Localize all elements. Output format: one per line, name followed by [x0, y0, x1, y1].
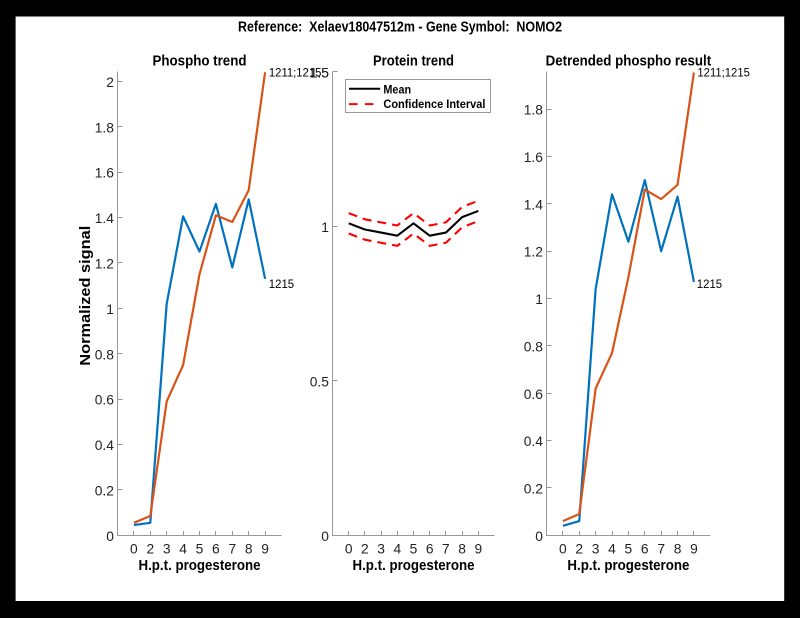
- svg-text:0: 0: [106, 529, 114, 544]
- svg-text:3: 3: [592, 541, 600, 556]
- svg-text:1.5: 1.5: [310, 66, 330, 81]
- svg-text:5: 5: [410, 541, 418, 556]
- svg-text:9: 9: [474, 541, 482, 556]
- svg-text:2: 2: [361, 541, 369, 556]
- svg-text:9: 9: [690, 541, 698, 556]
- svg-text:H.p.t. progesterone: H.p.t. progesterone: [353, 557, 475, 574]
- svg-text:1215: 1215: [697, 277, 723, 291]
- svg-text:2: 2: [146, 541, 154, 556]
- svg-text:0.4: 0.4: [524, 434, 544, 449]
- svg-text:0: 0: [130, 541, 138, 556]
- svg-text:1215: 1215: [269, 277, 295, 291]
- svg-text:1211;1215: 1211;1215: [697, 65, 750, 79]
- svg-text:5: 5: [625, 541, 633, 556]
- svg-text:6: 6: [426, 541, 434, 556]
- svg-text:1.5: 1.5: [310, 66, 330, 81]
- svg-text:0.2: 0.2: [524, 482, 543, 497]
- svg-text:0: 0: [559, 541, 567, 556]
- svg-text:H.p.t. progesterone: H.p.t. progesterone: [139, 557, 261, 574]
- svg-text:Mean: Mean: [383, 83, 411, 97]
- svg-text:1.4: 1.4: [524, 197, 544, 212]
- svg-text:1.2: 1.2: [524, 245, 543, 260]
- svg-text:7: 7: [442, 541, 450, 556]
- svg-text:3: 3: [163, 541, 171, 556]
- svg-text:Normalized signal: Normalized signal: [78, 226, 94, 366]
- svg-text:1.2: 1.2: [95, 257, 114, 272]
- svg-text:4: 4: [393, 541, 401, 556]
- svg-text:1: 1: [106, 302, 114, 317]
- svg-text:8: 8: [674, 541, 682, 556]
- svg-text:0.6: 0.6: [524, 387, 544, 402]
- svg-text:4: 4: [179, 541, 187, 556]
- svg-text:3: 3: [377, 541, 385, 556]
- svg-text:H.p.t. progesterone: H.p.t. progesterone: [567, 557, 689, 574]
- svg-text:0: 0: [345, 541, 353, 556]
- svg-text:7: 7: [228, 541, 236, 556]
- svg-text:1.6: 1.6: [524, 150, 544, 165]
- svg-text:2: 2: [106, 75, 114, 90]
- svg-text:7: 7: [657, 541, 665, 556]
- svg-text:9: 9: [261, 541, 269, 556]
- svg-text:8: 8: [458, 541, 466, 556]
- svg-text:Detrended phospho result: Detrended phospho result: [546, 54, 712, 70]
- svg-text:0.4: 0.4: [95, 438, 115, 453]
- svg-text:2: 2: [575, 541, 583, 556]
- svg-text:0: 0: [321, 529, 329, 544]
- svg-text:Reference: Xelaev18047512m -: Reference: Xelaev18047512m - Gene Symbol…: [238, 19, 562, 35]
- svg-text:1.8: 1.8: [524, 103, 544, 118]
- svg-text:1.4: 1.4: [95, 211, 115, 226]
- svg-text:5: 5: [196, 541, 204, 556]
- svg-text:0.8: 0.8: [95, 347, 115, 362]
- svg-text:0.6: 0.6: [95, 393, 115, 408]
- svg-text:0.2: 0.2: [95, 484, 114, 499]
- svg-text:1: 1: [535, 292, 543, 307]
- svg-text:0.5: 0.5: [310, 374, 330, 389]
- svg-text:4: 4: [608, 541, 616, 556]
- svg-text:6: 6: [641, 541, 649, 556]
- svg-text:Phospho trend: Phospho trend: [153, 54, 247, 70]
- svg-text:8: 8: [245, 541, 253, 556]
- svg-text:6: 6: [212, 541, 220, 556]
- svg-text:1: 1: [321, 220, 329, 235]
- svg-text:Confidence Interval: Confidence Interval: [383, 97, 485, 111]
- svg-text:Protein trend: Protein trend: [373, 54, 454, 70]
- svg-text:0.8: 0.8: [524, 339, 544, 354]
- svg-text:1.8: 1.8: [95, 120, 115, 135]
- svg-text:1211;1215: 1211;1215: [269, 65, 322, 79]
- svg-text:0: 0: [535, 529, 543, 544]
- svg-text:1.6: 1.6: [95, 166, 115, 181]
